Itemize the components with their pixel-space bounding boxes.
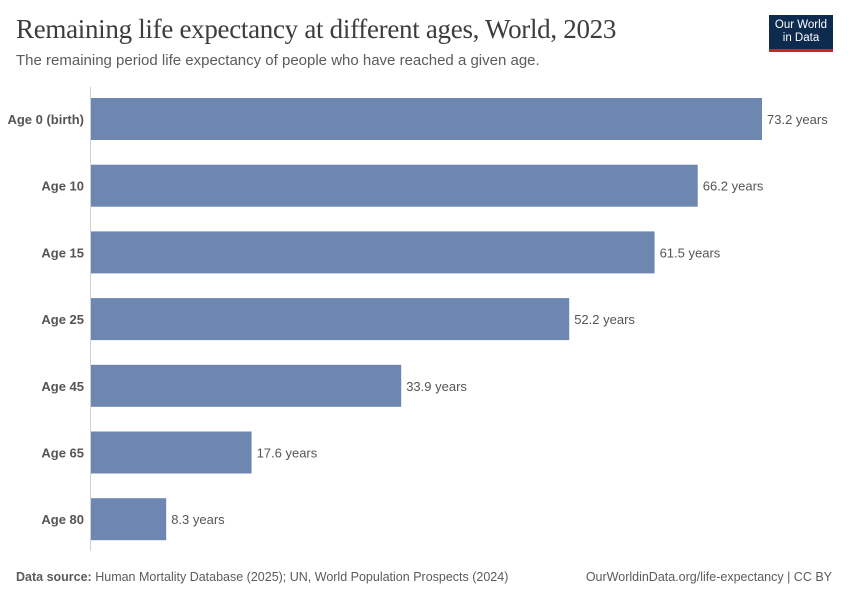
category-label: Age 65 (41, 446, 84, 461)
footer-url[interactable]: OurWorldinData.org/life-expectancy | CC … (585, 570, 832, 584)
category-label: Age 25 (41, 312, 84, 327)
bar[interactable] (91, 98, 762, 140)
value-label: 73.2 years (767, 112, 828, 127)
owid-logo[interactable]: Our World in Data (769, 15, 833, 52)
value-label: 66.2 years (703, 179, 764, 194)
value-label: 52.2 years (574, 312, 635, 327)
bar[interactable] (91, 498, 167, 541)
data-source-label: Data source: (16, 570, 92, 584)
chart-subtitle: The remaining period life expectancy of … (16, 52, 540, 69)
bar[interactable] (91, 231, 655, 274)
bar[interactable] (91, 298, 570, 341)
value-label: 17.6 years (257, 446, 318, 461)
chart-title: Remaining life expectancy at different a… (16, 14, 617, 44)
bar[interactable] (91, 164, 698, 207)
category-label: Age 15 (41, 245, 84, 260)
value-label: 8.3 years (171, 512, 225, 527)
bar[interactable] (91, 431, 252, 474)
bar[interactable] (91, 364, 402, 407)
value-label: 61.5 years (660, 245, 721, 260)
category-label: Age 45 (41, 379, 84, 394)
data-source: Data source: Human Mortality Database (2… (16, 570, 508, 584)
category-label: Age 10 (41, 179, 84, 194)
category-label: Age 0 (birth) (7, 112, 84, 127)
value-label: 33.9 years (406, 379, 467, 394)
category-label: Age 80 (41, 512, 84, 527)
data-source-text: Human Mortality Database (2025); UN, Wor… (95, 570, 509, 584)
